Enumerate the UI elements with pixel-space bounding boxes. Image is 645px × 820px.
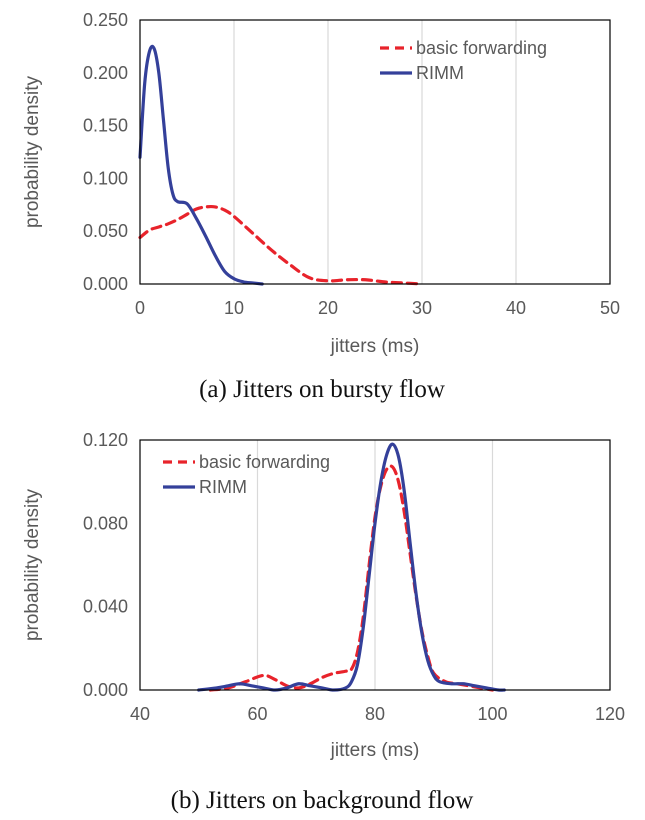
chart-a-y-tick-label: 0.150 xyxy=(83,116,128,136)
chart-b-x-tick-label: 100 xyxy=(477,704,507,724)
figure: 0 10 20 30 40 50 0.000 0.050 0.100 0.150 0.200 0.25… xyxy=(0,0,645,820)
chart-a-legend-label: RIMM xyxy=(416,63,464,83)
chart-a-caption: (a) Jitters on bursty flow xyxy=(199,376,445,403)
chart-b-caption: (b) Jitters on background flow xyxy=(171,787,474,814)
chart-b-legend: basic forwarding RIMM xyxy=(163,452,330,497)
chart-a-y-tick-label: 0.250 xyxy=(83,10,128,30)
chart-b-y-tick-label: 0.080 xyxy=(83,513,128,533)
chart-a-y-tick-label: 0.100 xyxy=(83,168,128,188)
chart-b-x-tick-label: 40 xyxy=(130,704,150,724)
chart-b-y-tick-label: 0.000 xyxy=(83,680,128,700)
chart-b-x-tick-label: 120 xyxy=(595,704,625,724)
chart-bursty-flow: 0 10 20 30 40 50 0.000 0.050 0.100 0.150 0.200 0.25… xyxy=(22,10,620,403)
chart-a-x-tick-label: 20 xyxy=(318,298,338,318)
chart-a-y-axis-label: probability density xyxy=(22,75,43,228)
chart-b-series-basic-forwarding-line xyxy=(211,466,493,690)
chart-a-x-tick-label: 40 xyxy=(506,298,526,318)
chart-a-series-rimm-line xyxy=(140,46,262,284)
chart-a-series xyxy=(140,46,422,284)
chart-a-legend: basic forwarding RIMM xyxy=(380,38,547,83)
chart-background-flow: 40 60 80 100 120 0.000 0.040 0.080 0.120 probabi… xyxy=(22,430,625,814)
chart-a-grid xyxy=(234,20,516,284)
chart-a-x-tick-label: 0 xyxy=(135,298,145,318)
chart-b-y-tick-label: 0.120 xyxy=(83,430,128,450)
chart-b-y-axis-label: probability density xyxy=(22,488,43,641)
chart-b-y-tick-label: 0.040 xyxy=(83,597,128,617)
chart-b-legend-label: RIMM xyxy=(199,477,247,497)
chart-b-legend-label: basic forwarding xyxy=(199,452,330,472)
chart-b-grid xyxy=(258,440,493,690)
chart-a-x-axis-label: jitters (ms) xyxy=(330,336,420,357)
chart-a-series-basic-forwarding-line xyxy=(140,207,422,284)
chart-a-y-tick-label: 0.000 xyxy=(83,274,128,294)
chart-a-y-tick-label: 0.200 xyxy=(83,63,128,83)
chart-a-x-tick-label: 50 xyxy=(600,298,620,318)
chart-a-legend-label: basic forwarding xyxy=(416,38,547,58)
chart-a-x-tick-label: 30 xyxy=(412,298,432,318)
chart-a-x-tick-label: 10 xyxy=(224,298,244,318)
chart-b-x-tick-label: 80 xyxy=(365,704,385,724)
chart-b-x-tick-label: 60 xyxy=(247,704,267,724)
chart-b-x-axis-label: jitters (ms) xyxy=(330,740,420,761)
chart-a-y-tick-label: 0.050 xyxy=(83,221,128,241)
